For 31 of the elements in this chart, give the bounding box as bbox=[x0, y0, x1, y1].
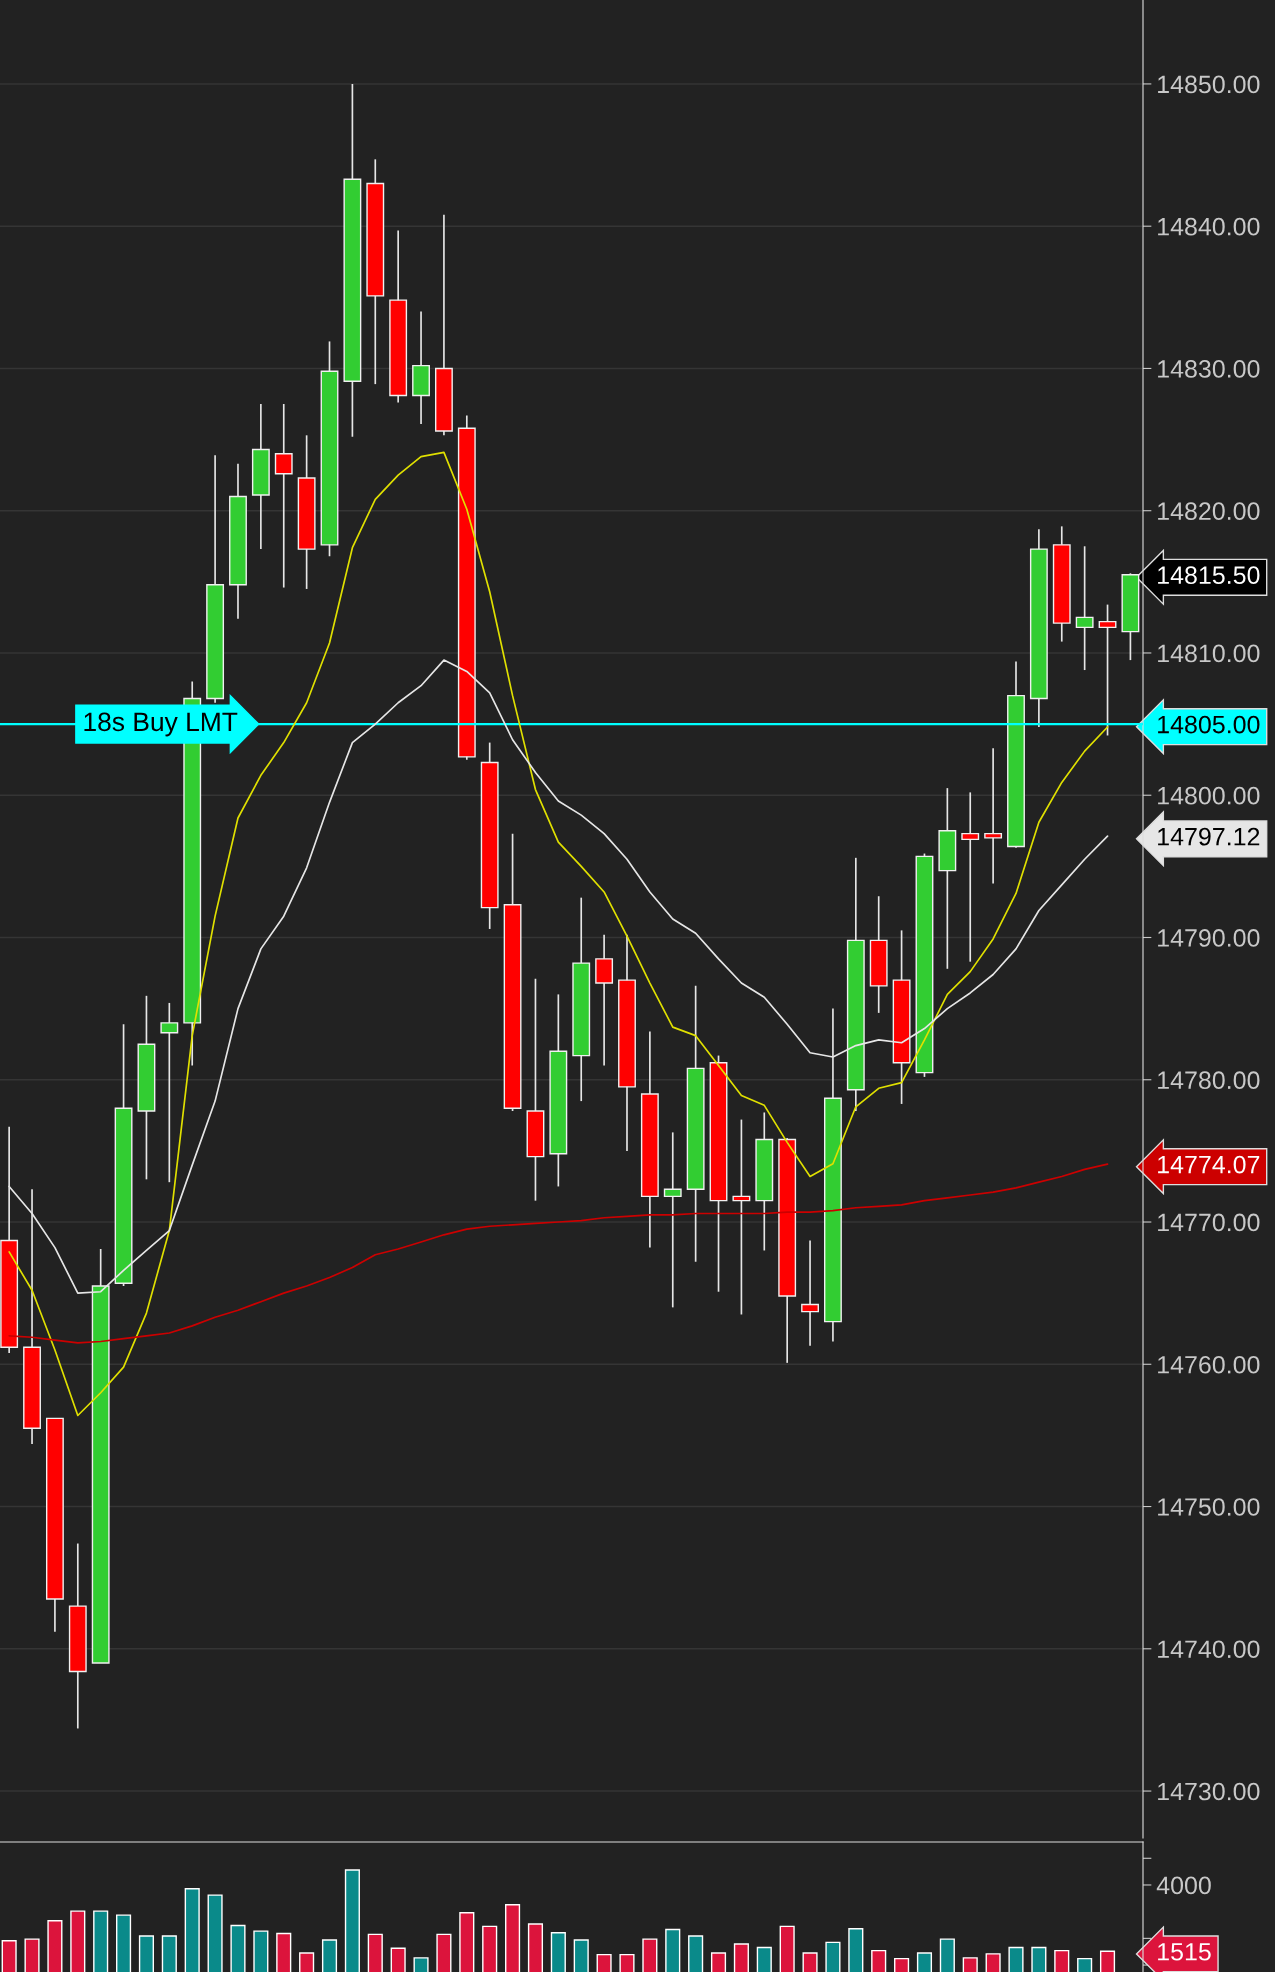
line-series bbox=[8, 1163, 1109, 1344]
candlestick bbox=[961, 791, 980, 963]
candlestick bbox=[663, 1131, 682, 1309]
ref-line-label: 18s Buy LMT bbox=[84, 712, 238, 737]
y-tick-label: 14797.12 bbox=[1158, 827, 1260, 846]
candlestick bbox=[1098, 603, 1117, 737]
y-tick-label: 14760.00 bbox=[1158, 1355, 1260, 1374]
y-tick-label: 14790.00 bbox=[1158, 929, 1260, 947]
y-tick-label: 14840.00 bbox=[1158, 217, 1260, 236]
y-tick-label: 14820.00 bbox=[1158, 502, 1260, 521]
y-tick-label: 14815.50 bbox=[1158, 566, 1260, 585]
y-tick-label: 1515 bbox=[1158, 1943, 1211, 1961]
y-tick-label: 14730.00 bbox=[1158, 1782, 1260, 1801]
y-tick-label: 14774.07 bbox=[1158, 1155, 1260, 1174]
candlestick bbox=[732, 1118, 751, 1316]
candlestick bbox=[160, 1002, 179, 1184]
candlestick bbox=[1075, 545, 1094, 671]
line-series bbox=[8, 451, 1109, 1417]
y-tick-label: 4000 bbox=[1156, 1876, 1211, 1895]
y-tick-label: 14740.00 bbox=[1158, 1640, 1260, 1659]
y-tick-label: 14850.00 bbox=[1158, 75, 1260, 94]
candlestick bbox=[984, 747, 1003, 885]
y-tick-label: 14780.00 bbox=[1158, 1071, 1260, 1090]
y-tick-label: 14750.00 bbox=[1158, 1498, 1260, 1516]
candlestick bbox=[801, 1239, 819, 1347]
candlestick bbox=[274, 403, 293, 589]
y-tick-label: 14770.00 bbox=[1158, 1213, 1260, 1232]
y-tick-label: 14800.00 bbox=[1158, 786, 1260, 805]
y-tick-label: 14805.00 bbox=[1158, 715, 1260, 734]
y-tick-label: 14830.00 bbox=[1158, 360, 1260, 378]
y-tick-label: 14810.00 bbox=[1158, 644, 1260, 663]
